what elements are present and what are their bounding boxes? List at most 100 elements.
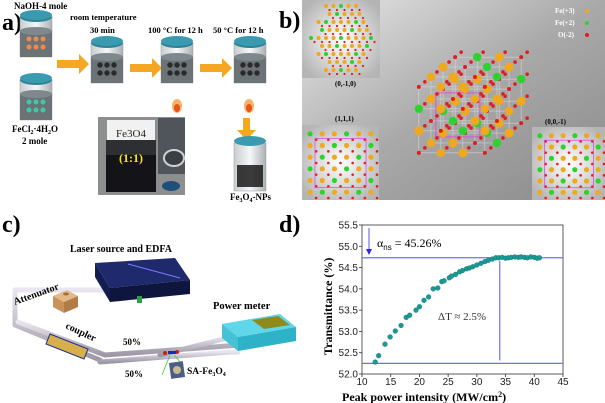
reagent-fecl2-amount: 2 mole — [22, 136, 47, 146]
atom — [368, 177, 374, 184]
atom — [492, 94, 502, 104]
atom — [327, 161, 330, 165]
atom — [375, 161, 379, 165]
atom — [504, 62, 514, 72]
alpha-ns-annotation: αns = 45.26% — [377, 236, 442, 252]
atom — [467, 146, 471, 150]
atom — [342, 60, 347, 64]
atom — [501, 70, 505, 74]
atom — [572, 133, 578, 139]
atom — [489, 102, 493, 106]
atom — [472, 140, 477, 145]
atom — [375, 185, 379, 188]
atom — [525, 94, 529, 98]
atom — [482, 150, 487, 155]
atom — [346, 48, 350, 52]
atom — [457, 136, 461, 140]
atom — [356, 142, 362, 149]
data-point — [453, 271, 459, 277]
atom — [356, 131, 362, 137]
atom — [319, 189, 325, 195]
atom — [335, 60, 339, 64]
atom — [314, 185, 318, 188]
atom — [327, 173, 330, 176]
atom — [343, 56, 346, 60]
atom — [346, 68, 351, 72]
atom — [448, 72, 458, 82]
atom — [544, 151, 547, 154]
atom — [467, 124, 471, 128]
atom — [463, 65, 468, 70]
y-tick-label: 54.5 — [339, 263, 359, 274]
atom — [342, 28, 347, 32]
atom — [591, 162, 594, 166]
atom — [335, 8, 339, 12]
atom — [331, 131, 338, 137]
atom — [516, 74, 526, 84]
atom — [368, 166, 374, 172]
power-meter-label: Power meter — [213, 301, 271, 312]
atom — [369, 32, 372, 36]
atom — [343, 142, 350, 149]
atom — [331, 68, 336, 72]
atom — [492, 138, 502, 148]
panel-c-label: c) — [2, 212, 21, 238]
atom — [343, 166, 350, 172]
atom — [583, 144, 590, 150]
atom — [328, 72, 331, 76]
atom — [343, 72, 346, 76]
data-point — [430, 286, 436, 292]
power-meter-device — [222, 314, 296, 351]
atom — [342, 12, 347, 16]
legend-fe3-swatch — [585, 9, 589, 13]
atom — [489, 124, 493, 128]
atom — [373, 40, 376, 44]
atom — [361, 32, 365, 36]
atom — [324, 20, 328, 24]
atom — [423, 80, 427, 84]
atom — [556, 196, 559, 200]
atom — [447, 82, 451, 86]
atom — [324, 68, 328, 72]
atom — [435, 114, 439, 118]
atom — [320, 56, 324, 60]
atom — [339, 32, 342, 36]
atom — [319, 154, 325, 160]
atom — [583, 133, 590, 139]
x-tick-label: 20 — [414, 377, 426, 388]
atom — [331, 36, 336, 40]
atom — [602, 174, 605, 177]
atom — [548, 189, 555, 195]
split-label-lower: 50% — [125, 369, 143, 379]
atom — [356, 177, 362, 184]
atom — [548, 144, 555, 150]
atom — [591, 151, 594, 154]
atom — [354, 4, 358, 8]
jar-naoh — [19, 9, 53, 58]
legend-o2-swatch — [585, 33, 589, 37]
atom — [319, 166, 325, 172]
atom — [591, 196, 594, 200]
atom — [567, 185, 571, 188]
atom — [472, 52, 482, 62]
atom — [435, 70, 439, 74]
atom — [339, 4, 343, 8]
atom — [572, 155, 578, 161]
atom — [602, 185, 605, 188]
data-point — [387, 334, 393, 340]
atom — [447, 104, 451, 108]
jar-product — [233, 136, 267, 192]
atom — [579, 151, 582, 154]
atom — [320, 44, 324, 48]
atom — [307, 131, 313, 137]
atom — [328, 40, 331, 44]
atom — [537, 144, 543, 150]
atom — [307, 177, 313, 184]
atom — [445, 102, 449, 106]
atom — [481, 72, 485, 76]
atom — [357, 12, 362, 16]
atom — [583, 167, 590, 173]
atom — [544, 185, 547, 188]
atom — [307, 189, 313, 195]
atom — [339, 48, 342, 52]
